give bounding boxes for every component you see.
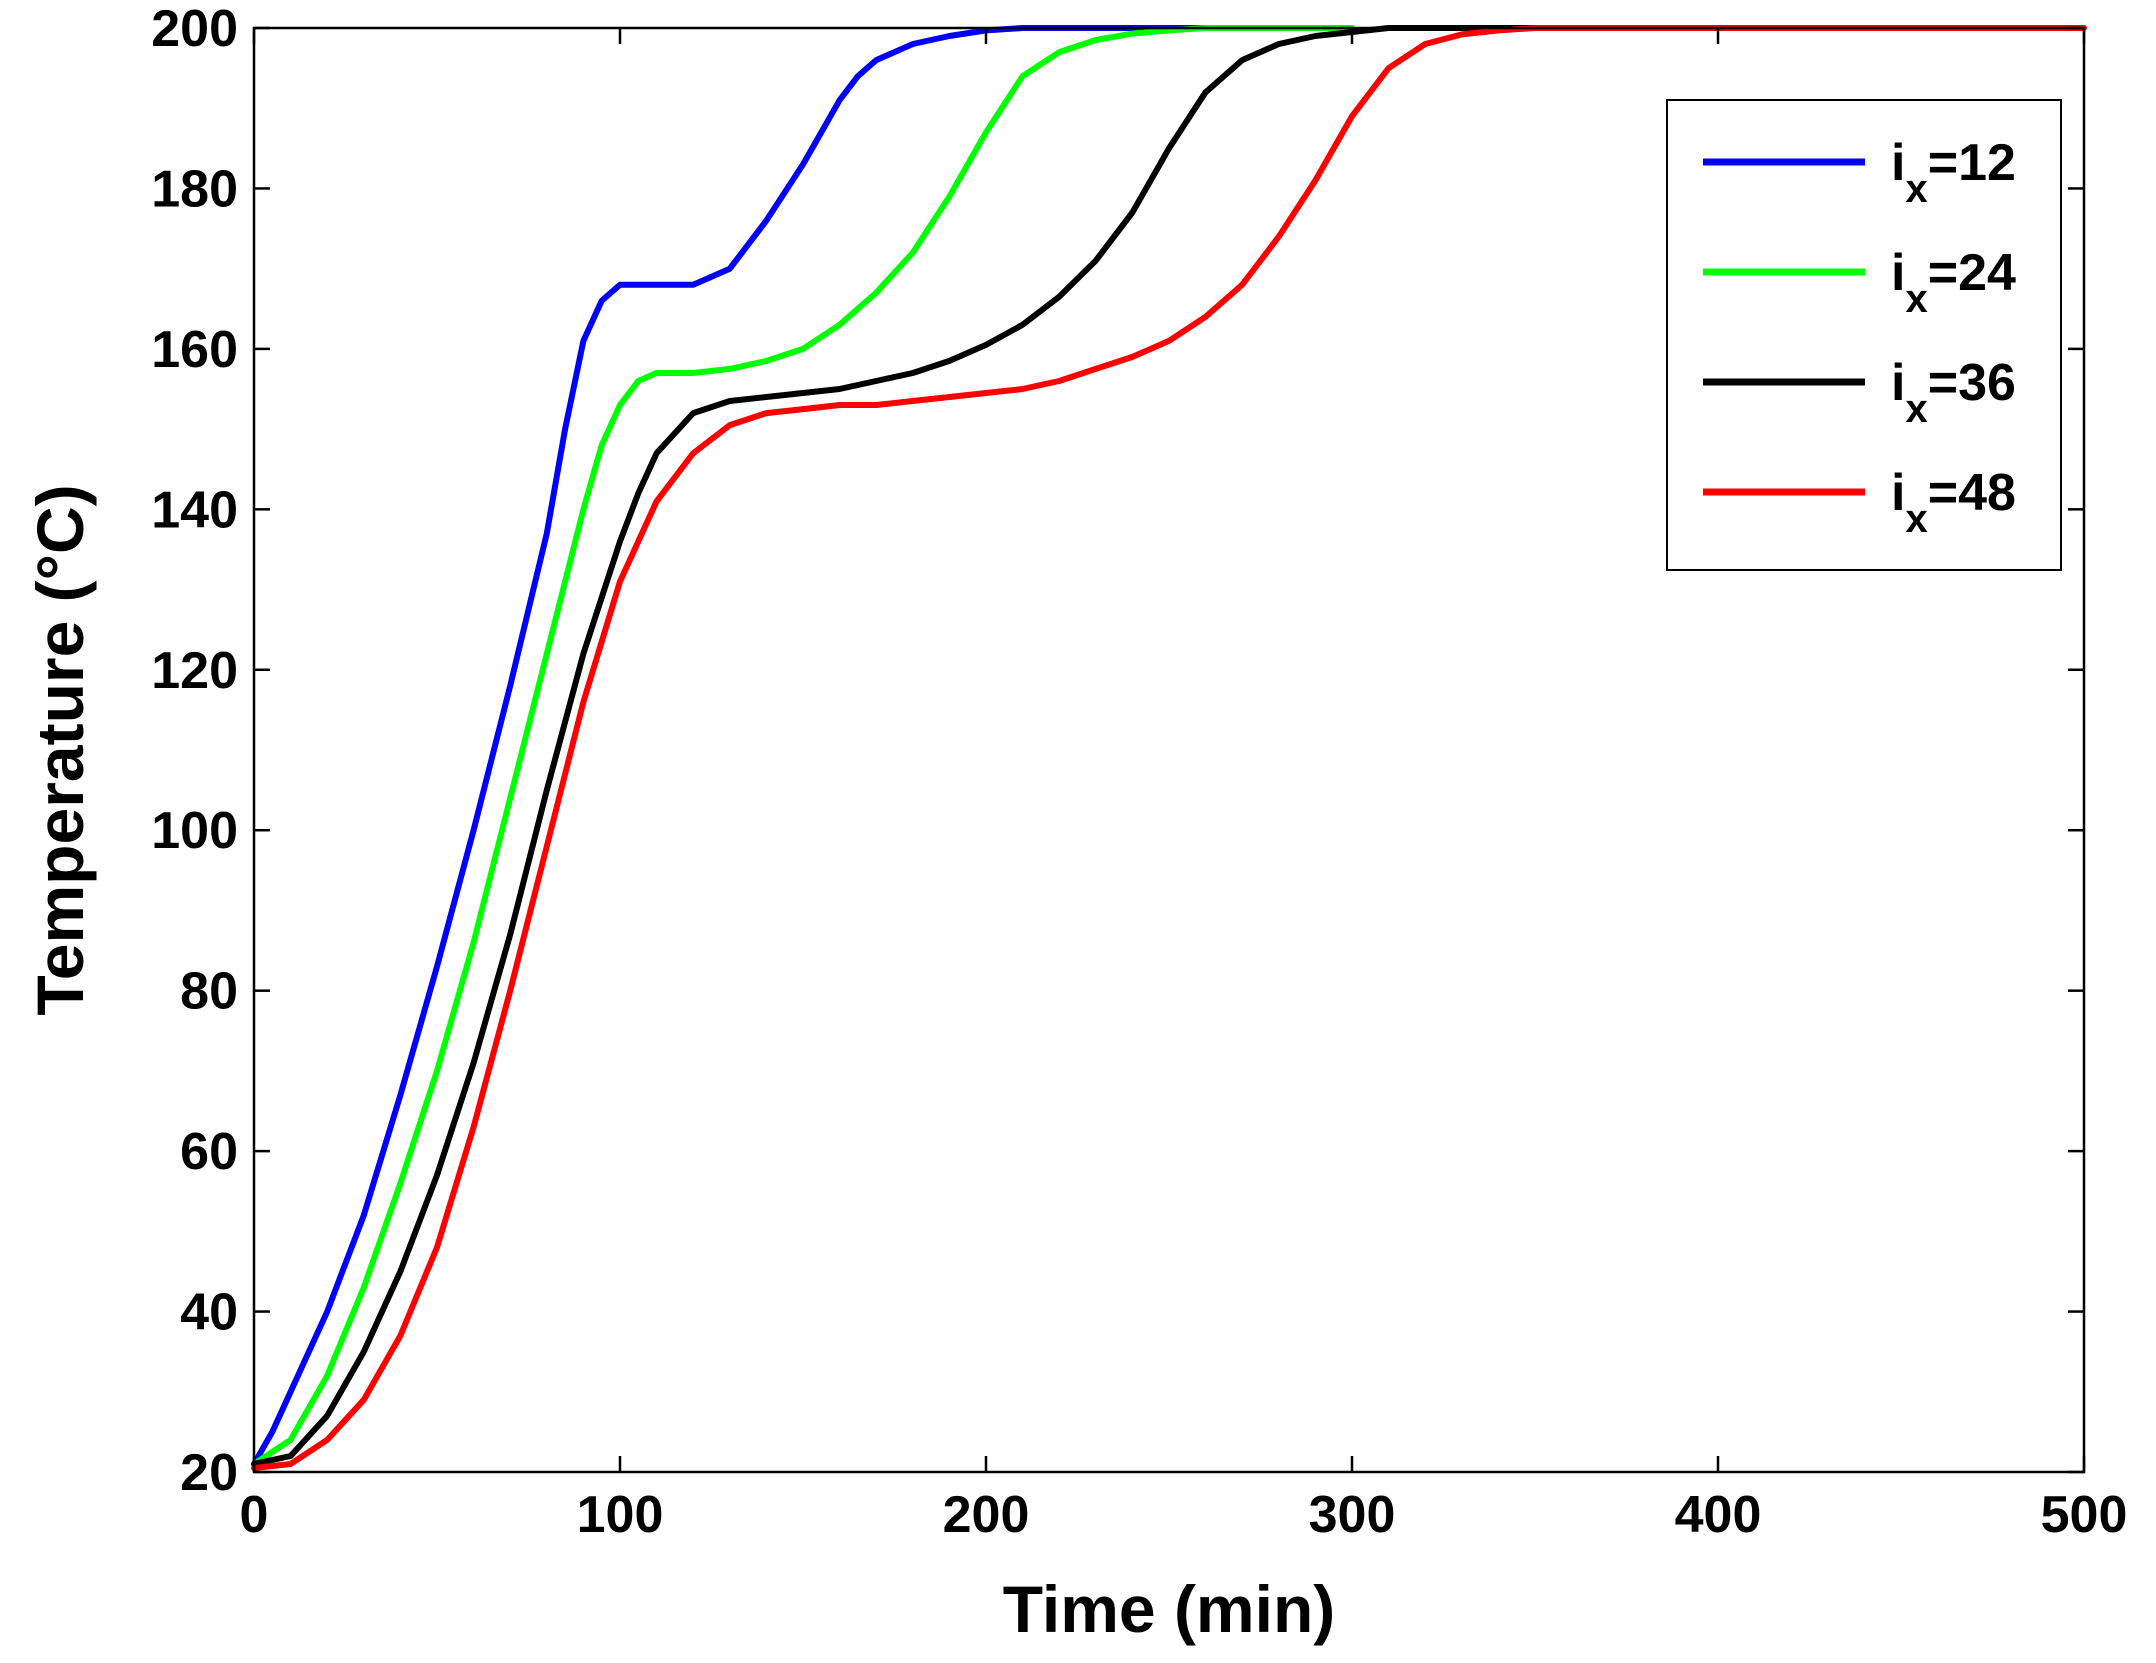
x-axis-label: Time (min) <box>1003 1572 1335 1646</box>
y-axis-label: Temperature (°C) <box>23 484 97 1015</box>
x-tick-label: 200 <box>943 1486 1030 1544</box>
legend: ix=12 ix=24 ix=36 ix=48 <box>1666 99 2062 571</box>
y-tick-label: 20 <box>180 1444 238 1502</box>
x-tick-label: 100 <box>577 1486 664 1544</box>
plot-frame <box>252 26 2086 1474</box>
y-tick-label: 160 <box>151 321 238 379</box>
series-line-4 <box>251 25 2087 1471</box>
x-tick-label: 400 <box>1675 1486 1762 1544</box>
y-tick-label: 140 <box>151 481 238 539</box>
legend-label: ix=24 <box>1891 244 2016 321</box>
y-tick-label: 200 <box>151 0 238 58</box>
series-line-3 <box>251 25 1538 1467</box>
legend-label: ix=12 <box>1891 134 2016 211</box>
x-tick-label: 0 <box>240 1486 269 1544</box>
y-tick-label: 100 <box>151 802 238 860</box>
x-tick-label: 300 <box>1309 1486 1396 1544</box>
series-line-2 <box>251 25 1355 1467</box>
x-tick-label: 500 <box>2041 1486 2128 1544</box>
y-tick-label: 180 <box>151 160 238 218</box>
y-tick-label: 40 <box>180 1284 238 1342</box>
y-tick-label: 60 <box>180 1123 238 1181</box>
y-tick-label: 120 <box>151 642 238 700</box>
legend-label: ix=36 <box>1891 354 2016 431</box>
legend-label: ix=48 <box>1891 464 2016 541</box>
series-line-1 <box>251 25 1209 1467</box>
y-tick-label: 80 <box>180 963 238 1021</box>
